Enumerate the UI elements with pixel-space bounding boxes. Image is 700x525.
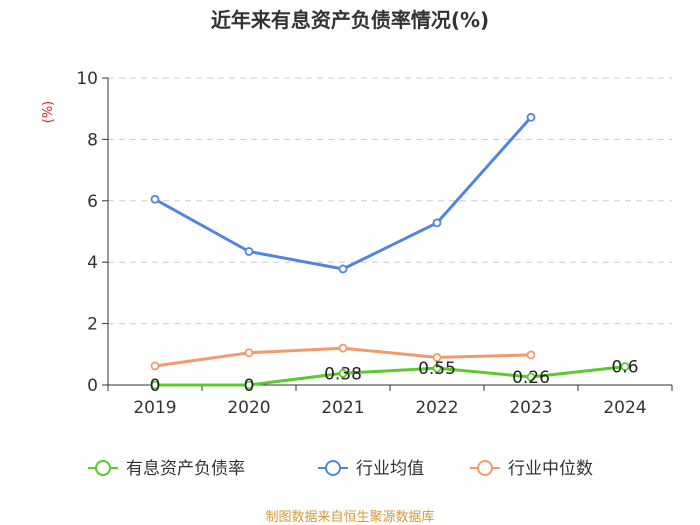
legend-label: 行业中位数 bbox=[508, 459, 593, 479]
series-line-0 bbox=[153, 365, 627, 387]
data-label: 0 bbox=[150, 376, 161, 396]
series-point-0 bbox=[338, 368, 348, 378]
series-point-1 bbox=[526, 112, 536, 122]
legend-swatch-marker bbox=[325, 460, 341, 476]
legend-label: 有息资产负债率 bbox=[126, 459, 245, 479]
x-tick-label: 2023 bbox=[509, 398, 552, 418]
series-point-0 bbox=[526, 372, 536, 382]
series-group bbox=[150, 112, 630, 390]
legend-swatch-marker bbox=[95, 460, 111, 476]
x-tick-label: 2021 bbox=[321, 398, 364, 418]
data-label: 0 bbox=[244, 376, 255, 396]
y-tick-label: 10 bbox=[76, 69, 98, 89]
series-line-1 bbox=[153, 115, 533, 271]
data-label: 0.26 bbox=[512, 368, 550, 388]
x-tick-label: 2019 bbox=[133, 398, 176, 418]
y-tick-label: 0 bbox=[87, 376, 98, 396]
series-point-0 bbox=[244, 380, 254, 390]
y-tick-label: 2 bbox=[87, 315, 98, 335]
series-point-2 bbox=[150, 361, 160, 371]
series-point-1 bbox=[338, 264, 348, 274]
series-point-2 bbox=[432, 352, 442, 362]
y-axis-unit: (%) bbox=[41, 101, 56, 124]
series-point-1 bbox=[432, 218, 442, 228]
series-point-1 bbox=[150, 194, 160, 204]
x-tick-label: 2022 bbox=[415, 398, 458, 418]
y-tick-label: 8 bbox=[87, 130, 98, 150]
legend[interactable]: 有息资产负债率 行业均值 行业中位数 bbox=[88, 459, 593, 479]
data-label: 0.38 bbox=[324, 364, 362, 384]
data-label: 0.6 bbox=[611, 358, 638, 378]
chart-title: 近年来有息资产负债率情况(%) bbox=[211, 8, 489, 32]
legend-item-0[interactable]: 有息资产负债率 bbox=[88, 459, 245, 479]
y-tick-label: 6 bbox=[87, 192, 98, 212]
series-point-2 bbox=[526, 350, 536, 360]
source-note: 制图数据来自恒生聚源数据库 bbox=[265, 509, 434, 525]
y-tick-label: 4 bbox=[87, 253, 98, 273]
series-point-0 bbox=[620, 362, 630, 371]
x-tick-label: 2024 bbox=[603, 398, 646, 418]
series-point-0 bbox=[432, 363, 442, 373]
axes: 0 2 4 6 8 10 2019 2020 2021 2022 2023 2024 bbox=[76, 69, 673, 418]
series-point-2 bbox=[244, 348, 254, 358]
data-label: 0.55 bbox=[418, 359, 456, 379]
data-labels: 0 0 0.38 0.55 0.26 0.6 bbox=[150, 358, 639, 396]
legend-item-1[interactable]: 行业均值 bbox=[318, 459, 424, 479]
series-point-1 bbox=[244, 247, 254, 256]
x-tick-label: 2020 bbox=[227, 398, 270, 418]
grid bbox=[108, 77, 672, 325]
legend-item-2[interactable]: 行业中位数 bbox=[470, 459, 593, 479]
legend-swatch-marker bbox=[477, 460, 493, 476]
series-point-2 bbox=[338, 343, 348, 353]
series-point-0 bbox=[150, 380, 160, 390]
legend-label: 行业均值 bbox=[356, 459, 424, 479]
